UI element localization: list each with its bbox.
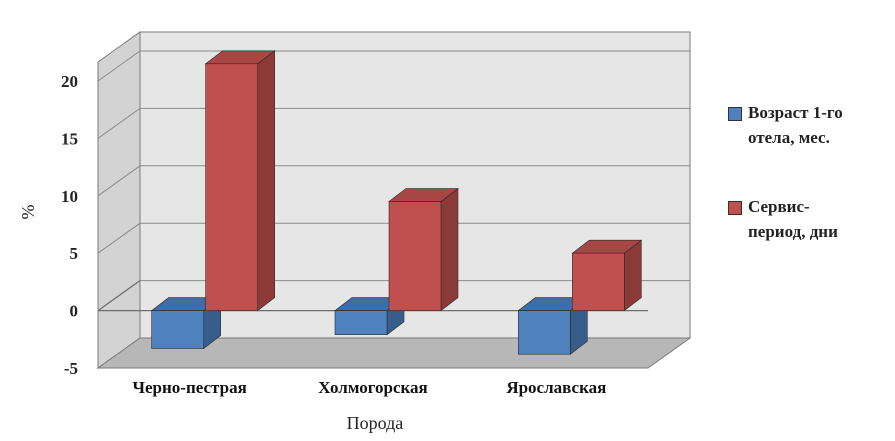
side-wall [97,31,141,369]
bars [150,50,643,355]
zero-line-side [97,280,141,312]
gridline-side [97,165,141,197]
y-tick-label: 0 [70,302,79,321]
legend-label-service-line2: период, дни [748,222,838,241]
bar [334,296,405,336]
gridline-side [97,50,141,82]
bar-side [440,187,459,312]
bar-front [334,310,388,336]
gridline-side [97,222,141,254]
x-tick-label: Холмогорская [318,378,427,397]
bar-front [518,310,571,355]
gridline-side [97,107,141,139]
y-tick-label: 20 [61,72,78,91]
bar [204,50,276,312]
bar [517,296,589,355]
legend-item-age: Возраст 1-го отела, мес. [728,100,888,150]
bar-side [257,50,275,312]
bar [388,187,459,312]
bar-front [151,310,204,349]
legend-label-service-line1: Сервис- [748,197,810,216]
y-tick-label: 15 [61,129,78,148]
x-axis-title: Порода [347,413,404,433]
y-tick-labels: -5 0 5 10 15 20 [61,72,78,378]
bar-front [388,201,442,311]
x-tick-label: Ярославская [506,378,606,397]
bar [150,296,222,350]
legend: Возраст 1-го отела, мес. Сервис- период,… [728,100,888,288]
y-tick-label: 10 [61,187,78,206]
y-axis-title: % [18,205,38,220]
legend-swatch-age [728,107,742,121]
x-tick-labels: Черно-пестрая Холмогорская Ярославская [133,378,607,397]
x-tick-label: Черно-пестрая [133,378,247,397]
bar [571,239,643,312]
y-tick-label: -5 [64,359,78,378]
legend-item-service: Сервис- период, дни [728,194,888,244]
legend-label-age-line1: Возраст 1-го [748,103,843,122]
legend-label-age-line2: отела, мес. [748,128,830,147]
bar-front [572,252,625,311]
y-tick-label: 5 [70,244,79,263]
legend-swatch-service [728,201,742,215]
bar-front [205,63,258,311]
